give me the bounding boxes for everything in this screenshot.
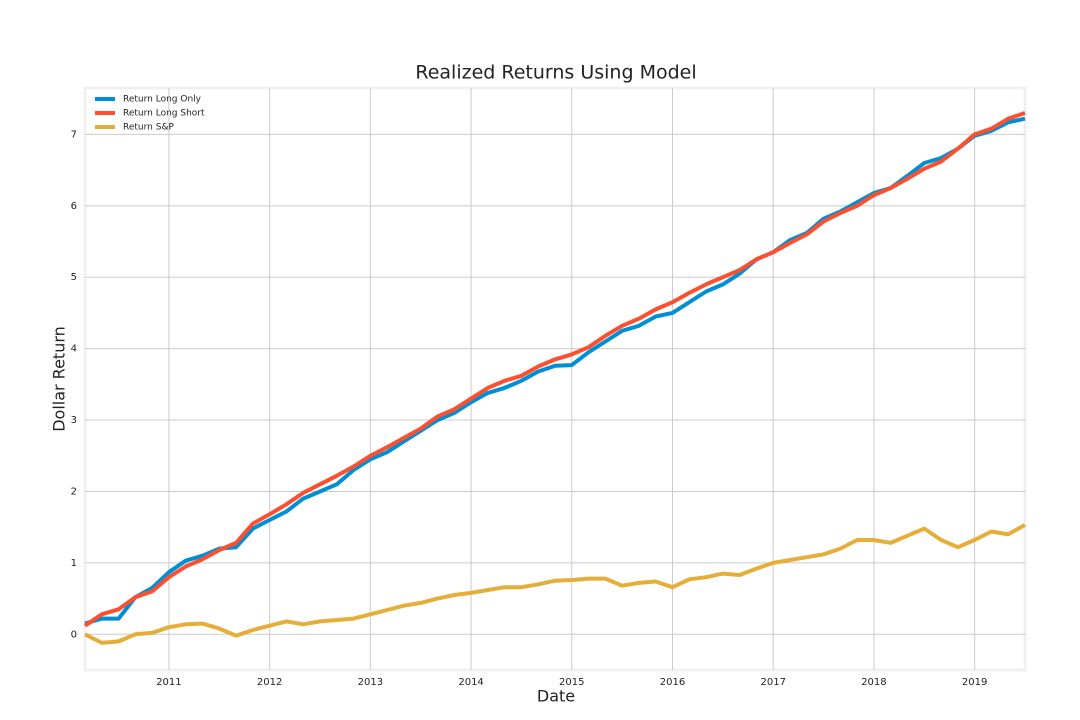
x-tick-label: 2012 (257, 677, 282, 688)
x-tick-label: 2019 (962, 677, 987, 688)
y-tick-label: 1 (71, 558, 77, 569)
series-line (83, 111, 1026, 628)
y-axis-label: Dollar Return (50, 326, 69, 432)
y-tick-label: 4 (71, 344, 77, 355)
legend-label: Return S&P (123, 123, 174, 133)
y-tick-label: 7 (71, 129, 77, 140)
x-tick-label: 2017 (760, 677, 785, 688)
y-tick-label: 0 (71, 629, 77, 640)
legend-label: Return Long Only (123, 95, 202, 105)
chart-title: Realized Returns Using Model (415, 62, 696, 84)
legend-label: Return Long Short (123, 109, 205, 119)
series-line (84, 523, 1026, 645)
plot-area (83, 86, 1027, 672)
y-tick-label: 6 (71, 201, 77, 212)
x-tick-label: 2018 (861, 677, 886, 688)
y-tick-label: 5 (71, 272, 77, 283)
y-tick-label: 2 (71, 486, 77, 497)
series-line (84, 116, 1026, 626)
y-tick-label: 3 (71, 415, 77, 426)
x-tick-label: 2013 (358, 677, 383, 688)
x-tick-label: 2011 (156, 677, 181, 688)
x-tick-label: 2015 (559, 677, 584, 688)
x-tick-label: 2016 (660, 677, 685, 688)
x-axis-label: Date (537, 687, 575, 706)
x-tick-label: 2014 (458, 677, 483, 688)
